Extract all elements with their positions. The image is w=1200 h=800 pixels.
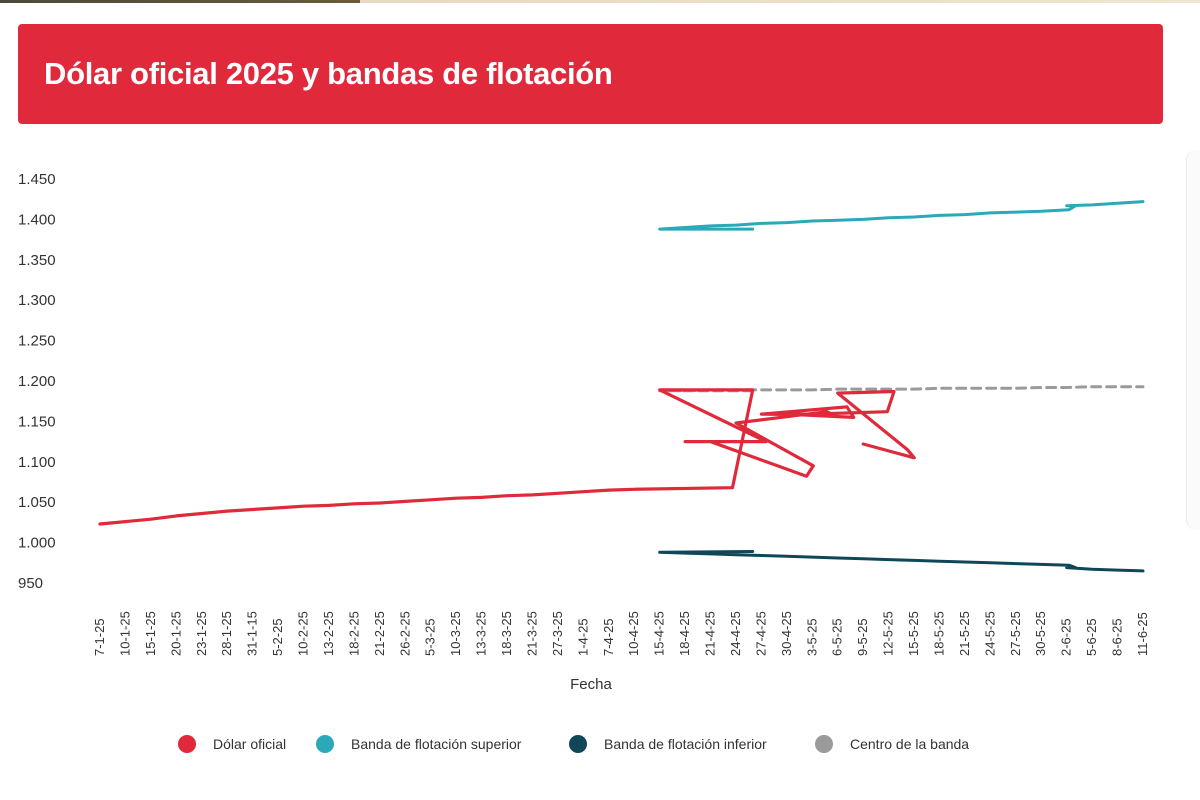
legend-item[interactable]: Banda de flotación superior (316, 735, 522, 753)
x-tick-label: 24-4-25 (728, 611, 743, 656)
x-tick-label: 27-4-25 (753, 611, 768, 656)
y-tick-label: 1.300 (18, 292, 56, 309)
x-tick-label: 13-2-25 (321, 611, 336, 656)
legend-label: Banda de flotación inferior (604, 736, 767, 752)
x-tick-label: 11-6-25 (1135, 612, 1150, 656)
legend-swatch (569, 735, 587, 753)
legend[interactable]: Dólar oficial Banda de flotación superior… (178, 735, 969, 753)
y-tick-label: 1.400 (18, 211, 56, 228)
series-line-dolar-oficial (98, 388, 916, 526)
y-tick-label: 1.050 (18, 494, 56, 511)
x-tick-label: 10-2-25 (296, 611, 311, 656)
y-axis: 950 1.000 1.050 1.100 1.150 1.200 1.250 1.300 1.… (18, 171, 56, 592)
legend-label: Banda de flotación superior (351, 736, 522, 752)
x-tick-label: 10-1-25 (117, 611, 132, 656)
legend-label: Centro de la banda (850, 736, 969, 752)
x-tick-label: 30-5-25 (1033, 611, 1048, 656)
y-tick-label: 1.100 (18, 454, 56, 471)
y-tick-label: 1.000 (18, 535, 56, 552)
x-tick-label: 21-3-25 (524, 611, 539, 656)
x-tick-label: 26-2-25 (397, 611, 412, 656)
series-line-banda-de-flotacion-inferior (658, 550, 1145, 573)
y-tick-label: 1.200 (18, 373, 56, 390)
x-tick-label: 5-3-25 (423, 618, 438, 656)
x-tick-label: 5-2-25 (270, 618, 285, 656)
x-tick-label: 7-1-25 (92, 618, 107, 656)
x-axis: 7-1-25 10-1-25 15-1-25 20-1-25 23-1-25 28-1-2… (92, 611, 1150, 656)
x-tick-label: 5-6-25 (1084, 618, 1099, 656)
legend-label: Dólar oficial (213, 736, 286, 752)
x-tick-label: 27-5-25 (1008, 611, 1023, 656)
legend-item[interactable]: Centro de la banda (815, 735, 969, 753)
x-tick-label: 15-5-25 (906, 611, 921, 656)
x-tick-label: 18-3-25 (499, 611, 514, 656)
x-tick-label: 3-5-25 (804, 618, 819, 656)
x-tick-label: 18-4-25 (677, 611, 692, 656)
x-tick-label: 31-1-15 (245, 611, 260, 656)
x-tick-label: 20-1-25 (168, 611, 183, 656)
x-tick-label: 27-3-25 (550, 611, 565, 656)
x-axis-title: Fecha (570, 676, 612, 693)
x-tick-label: 21-4-25 (703, 611, 718, 656)
x-tick-label: 18-5-25 (931, 611, 946, 656)
x-tick-label: 28-1-25 (219, 611, 234, 656)
side-panel-edge (1186, 150, 1200, 530)
x-tick-label: 24-5-25 (982, 611, 997, 656)
y-tick-label: 950 (18, 575, 43, 592)
x-tick-label: 10-3-25 (448, 611, 463, 656)
y-tick-label: 1.450 (18, 171, 56, 188)
x-tick-label: 30-4-25 (779, 611, 794, 656)
x-tick-label: 15-1-25 (143, 611, 158, 656)
x-tick-label: 13-3-25 (474, 611, 489, 656)
x-tick-label: 21-2-25 (372, 611, 387, 656)
legend-item[interactable]: Dólar oficial (178, 735, 286, 753)
chart-title: Dólar oficial 2025 y bandas de flotación (44, 56, 613, 91)
y-tick-label: 1.250 (18, 333, 56, 350)
legend-item[interactable]: Banda de flotación inferior (569, 735, 767, 753)
x-tick-label: 21-5-25 (957, 611, 972, 656)
x-tick-label: 1-4-25 (575, 618, 590, 656)
legend-swatch (815, 735, 833, 753)
legend-swatch (178, 735, 196, 753)
x-tick-label: 2-6-25 (1059, 618, 1074, 656)
chart-header: Dólar oficial 2025 y bandas de flotación (18, 24, 1163, 124)
x-tick-label: 10-4-25 (626, 611, 641, 656)
y-tick-label: 1.150 (18, 413, 56, 430)
x-tick-label: 8-6-25 (1110, 618, 1125, 656)
x-tick-label: 15-4-25 (652, 611, 667, 656)
x-tick-label: 7-4-25 (601, 618, 616, 656)
legend-swatch (316, 735, 334, 753)
series-layer (98, 200, 1145, 573)
series-line-banda-de-flotacion-superior (658, 200, 1145, 231)
y-tick-label: 1.350 (18, 252, 56, 269)
x-tick-label: 9-5-25 (855, 618, 870, 656)
x-tick-label: 18-2-25 (346, 611, 361, 656)
x-tick-label: 12-5-25 (881, 611, 896, 656)
x-tick-label: 6-5-25 (830, 618, 845, 656)
top-image-strip (0, 0, 1200, 3)
x-tick-label: 23-1-25 (194, 611, 209, 656)
